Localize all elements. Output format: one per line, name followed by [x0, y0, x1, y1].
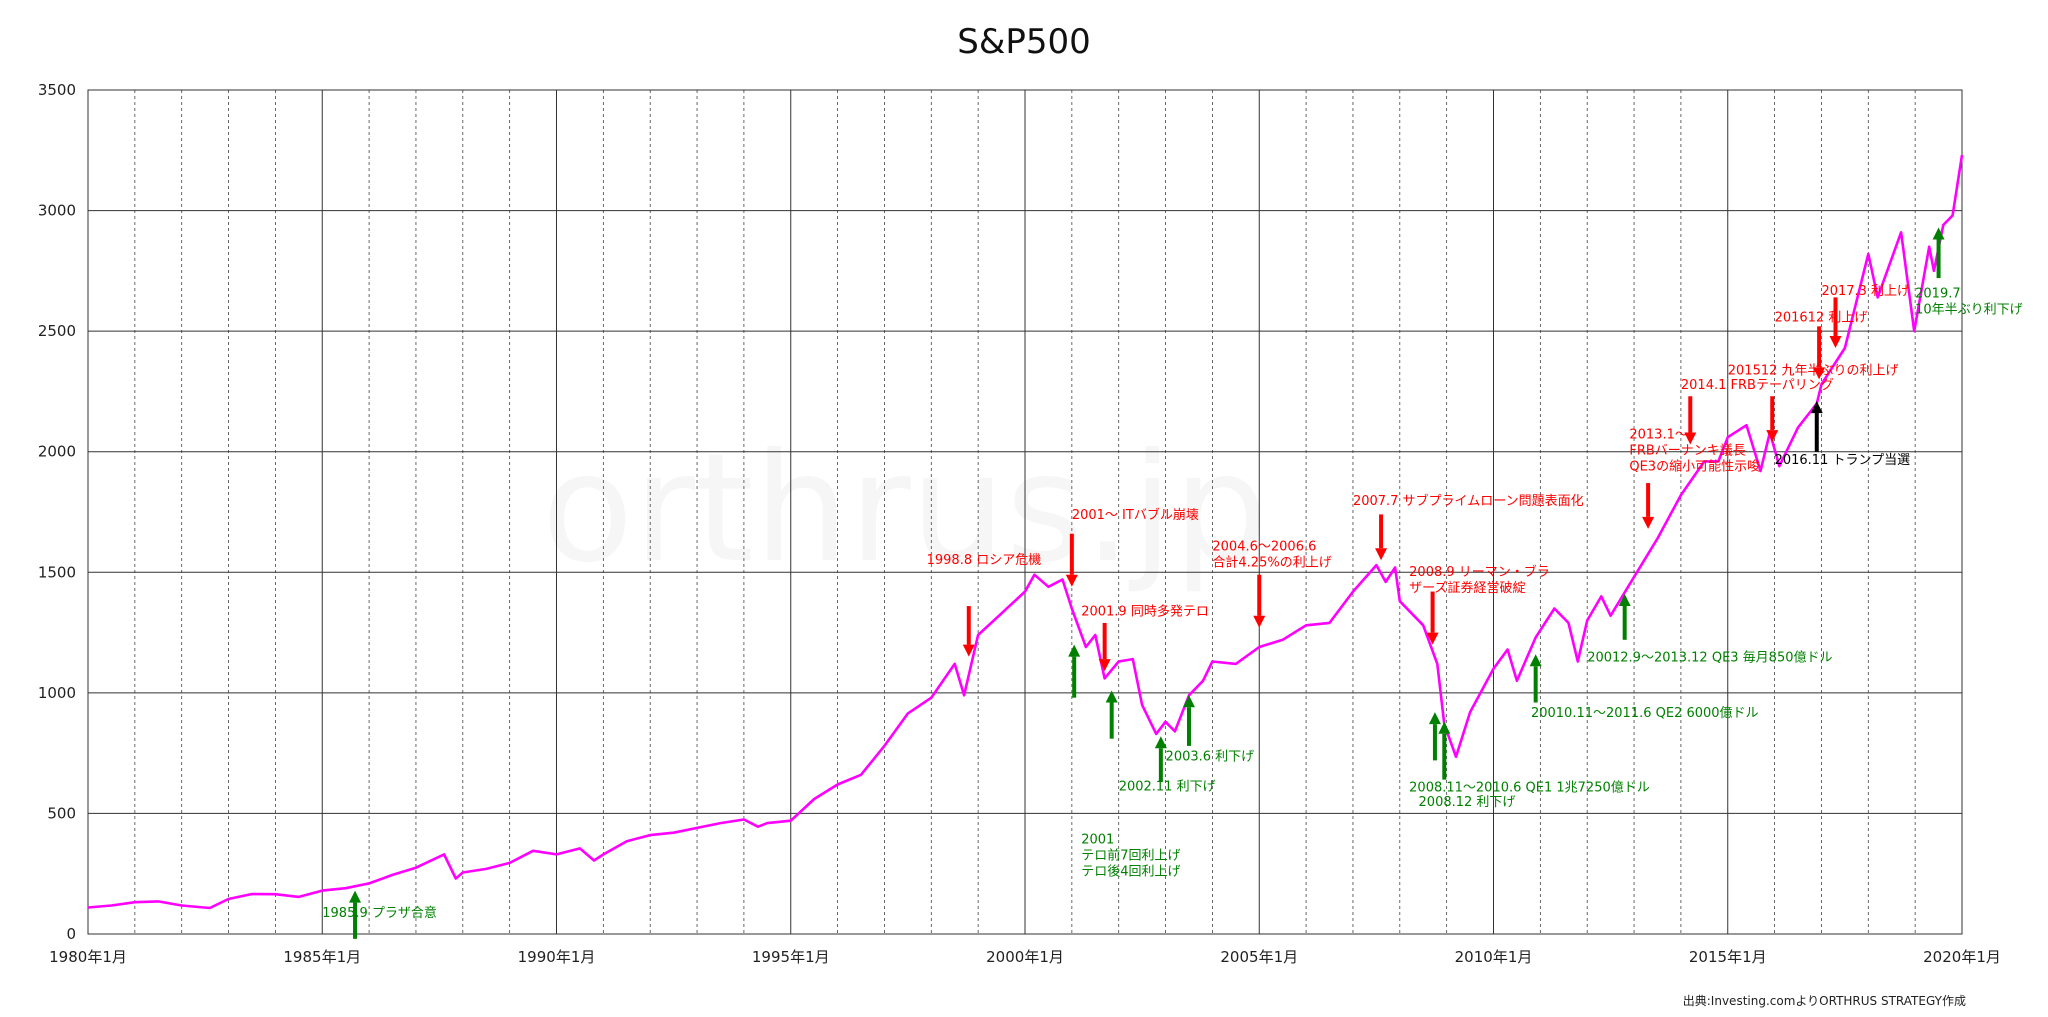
annotation-label: 2019.7: [1915, 286, 1961, 301]
annotation-label: 2001～ ITバブル崩壊: [1072, 507, 1199, 523]
plot-frame: [87, 89, 1963, 935]
annotation-label: FRBバーナンキ議長: [1629, 443, 1745, 458]
annotation-arrowhead: [1618, 593, 1631, 606]
source-note: 出典:Investing.comよりORTHRUS STRATEGY作成: [1682, 994, 1966, 1008]
x-tick-label: 1980年1月: [49, 948, 127, 966]
annotation-label: 201512 九年半ぶりの利上げ: [1728, 364, 1899, 379]
x-tick-label: 1985年1月: [283, 948, 361, 966]
annotation-label: 1998.8 ロシア危機: [927, 553, 1042, 568]
x-tick-label: 2020年1月: [1923, 948, 2001, 966]
annotation-label: 20010.11～2011.6 QE2 6000億ドル: [1531, 705, 1759, 721]
annotation-label: 2008.12 利下げ: [1419, 795, 1516, 810]
x-tick-label: 2005年1月: [1220, 948, 1298, 966]
annotation-label: ザーズ証券経営破綻: [1409, 580, 1525, 596]
annotation-label: 合計4.25%の利上げ: [1212, 555, 1331, 571]
x-tick-label: 2010年1月: [1455, 948, 1533, 966]
annotation-label: QE3の縮小可能性示唆: [1629, 458, 1760, 474]
annotation-label: テロ後4回利上げ: [1081, 865, 1180, 880]
annotation-arrowhead: [1068, 644, 1081, 657]
y-tick-label: 500: [47, 804, 76, 822]
annotation-label: 2004.6～2006.6: [1212, 540, 1316, 555]
x-tick-label: 1990年1月: [518, 948, 596, 966]
annotation-arrowhead: [1428, 712, 1441, 725]
annotation-label: 1985.9 プラザ合意: [322, 905, 437, 921]
annotation-label: 2016.11 トランプ当選: [1775, 453, 1911, 468]
annotation-arrowhead: [1105, 690, 1118, 703]
annotation-arrowhead: [349, 890, 362, 903]
annotation-label: 2001: [1081, 833, 1114, 848]
annotation-label: 2013.1～: [1629, 427, 1688, 442]
annotation-arrowhead: [1098, 659, 1111, 672]
annotation-label: 2002.11 利下げ: [1119, 780, 1216, 795]
annotation-arrowhead: [1426, 632, 1439, 645]
annotation-label: 20012.9～2013.12 QE3 毎月850億ドル: [1587, 650, 1832, 666]
annotation-arrowhead: [962, 644, 975, 657]
x-tick-label: 2015年1月: [1689, 948, 1767, 966]
annotation-arrowhead: [1932, 227, 1945, 240]
annotation-arrowhead: [1182, 695, 1195, 708]
annotation-label: 201612 利上げ: [1775, 310, 1868, 325]
annotation-label: 2003.6 利下げ: [1166, 749, 1255, 764]
annotation-arrowhead: [1642, 516, 1655, 529]
series-line: [87, 154, 1964, 910]
annotation-label: 10年半ぶり利下げ: [1915, 302, 2023, 317]
y-tick-label: 0: [66, 925, 76, 943]
annotation-arrowhead: [1684, 432, 1697, 445]
annotation-arrowhead: [1438, 721, 1451, 734]
annotation-arrowhead: [1065, 574, 1078, 587]
y-tick-label: 1000: [38, 684, 76, 702]
x-tick-label: 2000年1月: [986, 948, 1064, 966]
annotation-arrowhead: [1375, 548, 1388, 561]
annotation-label: 2007.7 サブプライムローン問題表面化: [1353, 493, 1584, 509]
chart-title: S&P500: [957, 22, 1091, 62]
x-tick-label: 1995年1月: [752, 948, 830, 966]
annotation-arrowhead: [1529, 654, 1542, 667]
annotation-arrowhead: [1813, 367, 1826, 380]
annotation-arrowhead: [1810, 401, 1823, 414]
y-tick-label: 1500: [38, 563, 76, 581]
annotation-label: テロ前7回利上げ: [1081, 848, 1180, 864]
annotation-arrowhead: [1829, 336, 1842, 349]
annotation-arrowhead: [1253, 615, 1266, 628]
annotation-label: 2008.11～2010.6 QE1 1兆7250億ドル: [1409, 780, 1650, 796]
y-tick-label: 2000: [38, 443, 76, 461]
y-tick-label: 3500: [38, 81, 76, 99]
annotation-label: 2008.9 リーマン・ブラ: [1409, 564, 1550, 580]
annotation-arrowhead: [1154, 736, 1167, 749]
annotation-label: 2001.9 同時多発テロ: [1081, 604, 1209, 620]
y-tick-label: 3000: [38, 202, 76, 220]
annotation-label: 2014.1 FRBテーパリング: [1681, 378, 1834, 393]
annotation-arrowhead: [1766, 430, 1779, 443]
annotation-label: 2017.3 利上げ: [1821, 284, 1910, 299]
y-tick-label: 2500: [38, 322, 76, 340]
